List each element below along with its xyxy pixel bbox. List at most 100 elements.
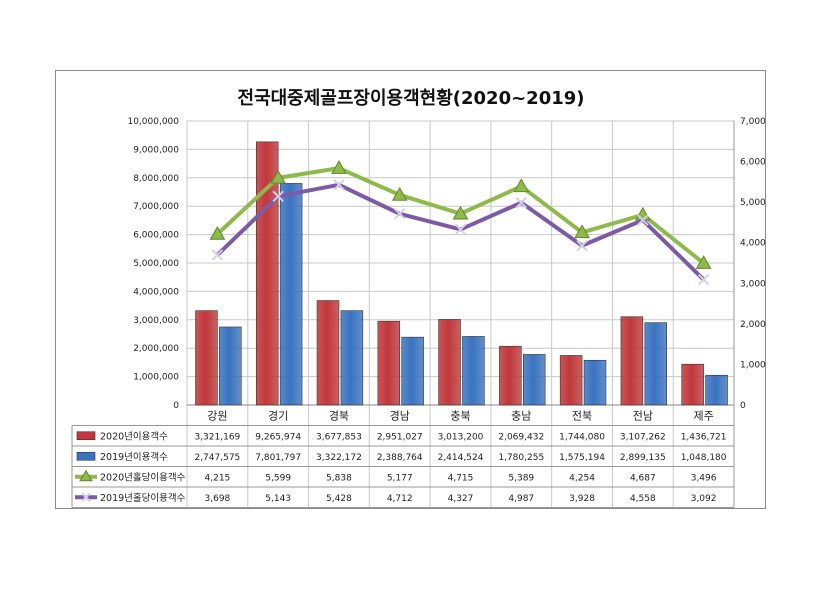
x-marker xyxy=(333,179,345,191)
bar-series-2020 xyxy=(195,310,218,406)
triangle-marker xyxy=(513,178,530,193)
chart-frame: 전국대중제골프장이용객현황(2020~2019) 0 1,000,000 2,000… xyxy=(55,70,766,509)
bar-series-2019 xyxy=(401,336,424,406)
x-marker xyxy=(394,208,406,220)
chart-title: 전국대중제골프장이용객현황(2020~2019) xyxy=(237,88,584,109)
table-cell: 4,558 xyxy=(630,494,656,504)
triangle-marker xyxy=(209,225,226,240)
table-cell: 5,389 xyxy=(508,473,534,483)
bar-series-2019 xyxy=(583,359,607,406)
x-marker xyxy=(211,249,224,261)
y-right-tick-label: 3,000 xyxy=(740,279,765,289)
table-cell: 3,092 xyxy=(691,494,717,504)
bar-series-2020 xyxy=(377,320,401,406)
table-cell: 5,143 xyxy=(265,494,291,504)
x-marker xyxy=(454,223,467,236)
bar-series-2020 xyxy=(499,345,522,406)
category-label: 충북 xyxy=(450,409,470,422)
bar-series-2019 xyxy=(340,310,364,406)
table-cell: 1,744,080 xyxy=(559,432,605,442)
chart-svg: 전국대중제골프장이용객현황(2020~2019) 0 1,000,000 2,000… xyxy=(71,88,765,508)
triangle-marker xyxy=(391,186,408,201)
table-cell: 1,575,194 xyxy=(559,453,605,463)
bar-series-2020 xyxy=(255,141,279,406)
legend-label: 2020년이용객수 xyxy=(100,431,168,442)
y-left-tick-label: 8,000,000 xyxy=(133,174,179,184)
table-cell: 4,715 xyxy=(448,473,474,483)
legend-label: 2019년홀당이용객수 xyxy=(100,492,186,504)
triangle-marker xyxy=(695,255,712,269)
table-cell: 1,780,255 xyxy=(498,453,544,463)
bar-series-2019 xyxy=(522,354,546,406)
bar-series-2020 xyxy=(620,316,644,406)
table-cell: 5,838 xyxy=(326,473,352,483)
legend-label: 2019년이용객수 xyxy=(100,452,168,463)
category-label: 경북 xyxy=(329,409,349,422)
table-cell: 5,599 xyxy=(265,473,291,483)
y-left-tick-label: 6,000,000 xyxy=(133,231,179,241)
table-cell: 5,428 xyxy=(326,494,352,504)
triangle-marker xyxy=(331,160,347,174)
bar-series-2019 xyxy=(279,183,303,406)
table-cell: 5,177 xyxy=(387,473,413,483)
table-cell: 3,928 xyxy=(569,494,595,504)
table-cell: 4,254 xyxy=(569,473,595,483)
table-cell: 4,215 xyxy=(205,473,231,483)
bar-series-2020 xyxy=(438,319,461,406)
table-cell: 1,048,180 xyxy=(681,453,727,463)
table-cell: 2,899,135 xyxy=(620,453,666,463)
y-left-tick-label: 2,000,000 xyxy=(133,344,179,354)
table-cell: 3,496 xyxy=(691,473,717,483)
category-label: 경남 xyxy=(390,409,410,422)
triangle-marker xyxy=(452,205,469,220)
table-cell: 2,388,764 xyxy=(377,453,423,463)
category-label: 강원 xyxy=(207,409,227,422)
table-cell: 2,414,524 xyxy=(438,453,484,463)
table-cell: 3,698 xyxy=(205,494,231,504)
table-cell: 4,987 xyxy=(508,494,534,504)
legend-key-bar xyxy=(76,451,96,461)
x-marker xyxy=(697,273,710,286)
legend-x-marker xyxy=(81,492,91,502)
y-left-tick-label: 5,000,000 xyxy=(133,259,179,269)
category-label: 전남 xyxy=(633,409,653,422)
bar-series-2020 xyxy=(316,300,340,406)
table-cell: 3,321,169 xyxy=(194,432,240,442)
table-cell: 4,687 xyxy=(630,473,656,483)
table-cell: 4,327 xyxy=(448,494,474,504)
table-cell: 3,107,262 xyxy=(620,432,666,442)
legend-triangle-marker xyxy=(79,469,93,482)
table-cell: 3,677,853 xyxy=(316,432,362,442)
y-left-tick-label: 7,000,000 xyxy=(133,202,179,212)
bar-series-2019 xyxy=(644,322,668,406)
triangle-marker xyxy=(574,224,590,239)
table-cell: 9,265,974 xyxy=(255,432,301,442)
table-cell: 2,069,432 xyxy=(498,432,544,442)
y-right-tick-label: 4,000 xyxy=(740,239,765,249)
y-left-tick-label: 10,000,000 xyxy=(127,117,179,127)
triangle-marker xyxy=(270,169,287,184)
y-left-tick-label: 9,000,000 xyxy=(133,145,179,155)
axes-layer: 0 1,000,000 2,000,000 3,000,000 4,000,000 5,0… xyxy=(127,117,765,411)
x-marker xyxy=(576,239,588,252)
x-marker xyxy=(272,190,284,203)
y-left-tick-label: 4,000,000 xyxy=(133,287,179,297)
lines-layer xyxy=(209,160,712,286)
y-left-tick-label: 0 xyxy=(173,401,179,411)
y-left-tick-label: 3,000,000 xyxy=(133,316,179,326)
category-label: 경기 xyxy=(268,409,288,422)
y-right-tick-label: 6,000 xyxy=(740,158,765,168)
y-right-tick-label: 7,000 xyxy=(740,117,765,127)
category-label: 제주 xyxy=(693,409,713,422)
legend-label: 2020년홀당이용객수 xyxy=(100,471,186,483)
bar-series-2019 xyxy=(705,374,728,406)
x-marker xyxy=(637,214,649,226)
y-right-tick-label: 2,000 xyxy=(740,320,765,330)
y-left-tick-label: 1,000,000 xyxy=(133,373,179,383)
legend-key-bar xyxy=(76,431,96,441)
x-marker xyxy=(515,196,527,209)
table-cell: 2,951,027 xyxy=(377,432,423,442)
bars-layer xyxy=(195,141,728,406)
table-cell: 3,322,172 xyxy=(316,453,362,463)
y-right-tick-label: 1,000 xyxy=(740,360,765,370)
